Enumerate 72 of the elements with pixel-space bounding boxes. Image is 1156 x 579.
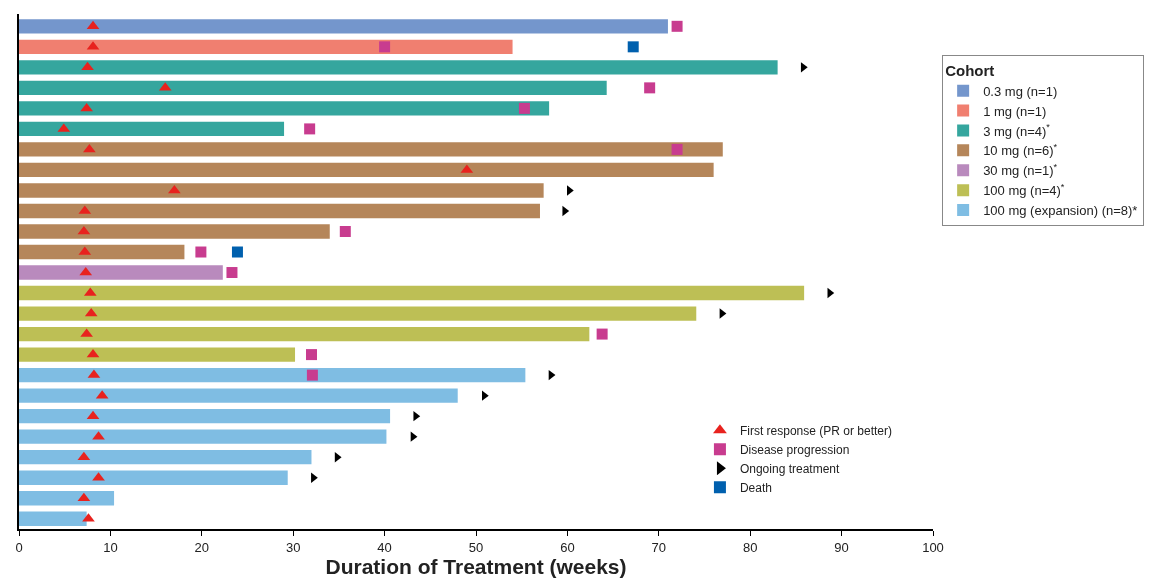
- legend-label: Disease progression: [739, 442, 850, 457]
- x-tick-label: 30: [285, 539, 301, 555]
- legend-label: Death: [739, 480, 772, 495]
- point: [566, 185, 574, 196]
- point: [86, 20, 100, 30]
- x-tick-label: 90: [834, 539, 849, 555]
- bar: [19, 19, 668, 34]
- bar: [19, 203, 540, 219]
- point: [379, 41, 391, 53]
- x-tick-label: 20: [194, 539, 210, 555]
- x-tick-label: 40: [377, 539, 392, 555]
- bar: [19, 491, 115, 506]
- x-tick-label: 70: [651, 539, 667, 555]
- legend-title: Cohort: [945, 61, 995, 79]
- point: [81, 61, 94, 71]
- bar: [19, 265, 223, 280]
- bar: [19, 80, 607, 96]
- bar: [19, 408, 391, 424]
- bar: [19, 450, 312, 465]
- bar: [19, 429, 387, 444]
- bar: [19, 142, 723, 157]
- point: [226, 267, 238, 279]
- bar: [19, 285, 805, 301]
- point: [306, 369, 318, 381]
- bar: [19, 183, 544, 198]
- point: [305, 349, 317, 361]
- bar: [19, 101, 550, 116]
- point: [83, 143, 96, 153]
- x-tick-label: 100: [922, 539, 944, 555]
- x-tick-label: 10: [103, 539, 118, 555]
- point: [671, 143, 683, 155]
- legend-label: Ongoing treatment: [739, 461, 840, 476]
- point: [80, 102, 93, 112]
- point: [304, 123, 316, 135]
- point: [644, 82, 656, 94]
- point: [481, 390, 489, 401]
- bar: [19, 326, 590, 342]
- bar: [19, 470, 288, 485]
- bar: [19, 162, 714, 178]
- point: [339, 225, 351, 237]
- point: [671, 20, 683, 32]
- legend-label: 3 mg (n=4)$^{*}$: [983, 122, 1051, 139]
- x-tick-label: 50: [468, 539, 484, 555]
- x-axis-title: Duration of Treatment (weeks): [325, 555, 627, 579]
- bar: [19, 224, 330, 239]
- point: [800, 62, 808, 73]
- point: [627, 41, 639, 53]
- legend-label: 0.3 mg (n=1): [983, 83, 1058, 99]
- bar: [19, 367, 526, 383]
- legend-label: 30 mg (n=1)$^{*}$: [983, 161, 1058, 179]
- legend-label: First response (PR or better): [739, 423, 892, 438]
- bar: [19, 388, 458, 403]
- point: [77, 225, 91, 235]
- bar: [19, 121, 285, 137]
- point: [168, 184, 181, 194]
- bar: [19, 347, 296, 362]
- x-tick-label: 60: [560, 539, 575, 555]
- point: [195, 246, 207, 258]
- bar: [19, 306, 697, 321]
- point: [596, 328, 608, 340]
- legend-label: 1 mg (n=1): [983, 103, 1047, 119]
- point: [518, 102, 530, 114]
- legend-label: 100 mg (expansion) (n=8)*: [983, 203, 1138, 219]
- legend-label: 100 mg (n=4)$^{*}$: [983, 181, 1065, 199]
- x-tick-label: 0: [15, 539, 23, 555]
- bar: [19, 244, 185, 260]
- bar: [19, 39, 513, 55]
- bar: [19, 60, 778, 75]
- x-tick-label: 80: [742, 539, 758, 555]
- legend-label: 10 mg (n=6)$^{*}$: [983, 141, 1058, 159]
- point: [231, 246, 243, 258]
- bar: [19, 511, 87, 526]
